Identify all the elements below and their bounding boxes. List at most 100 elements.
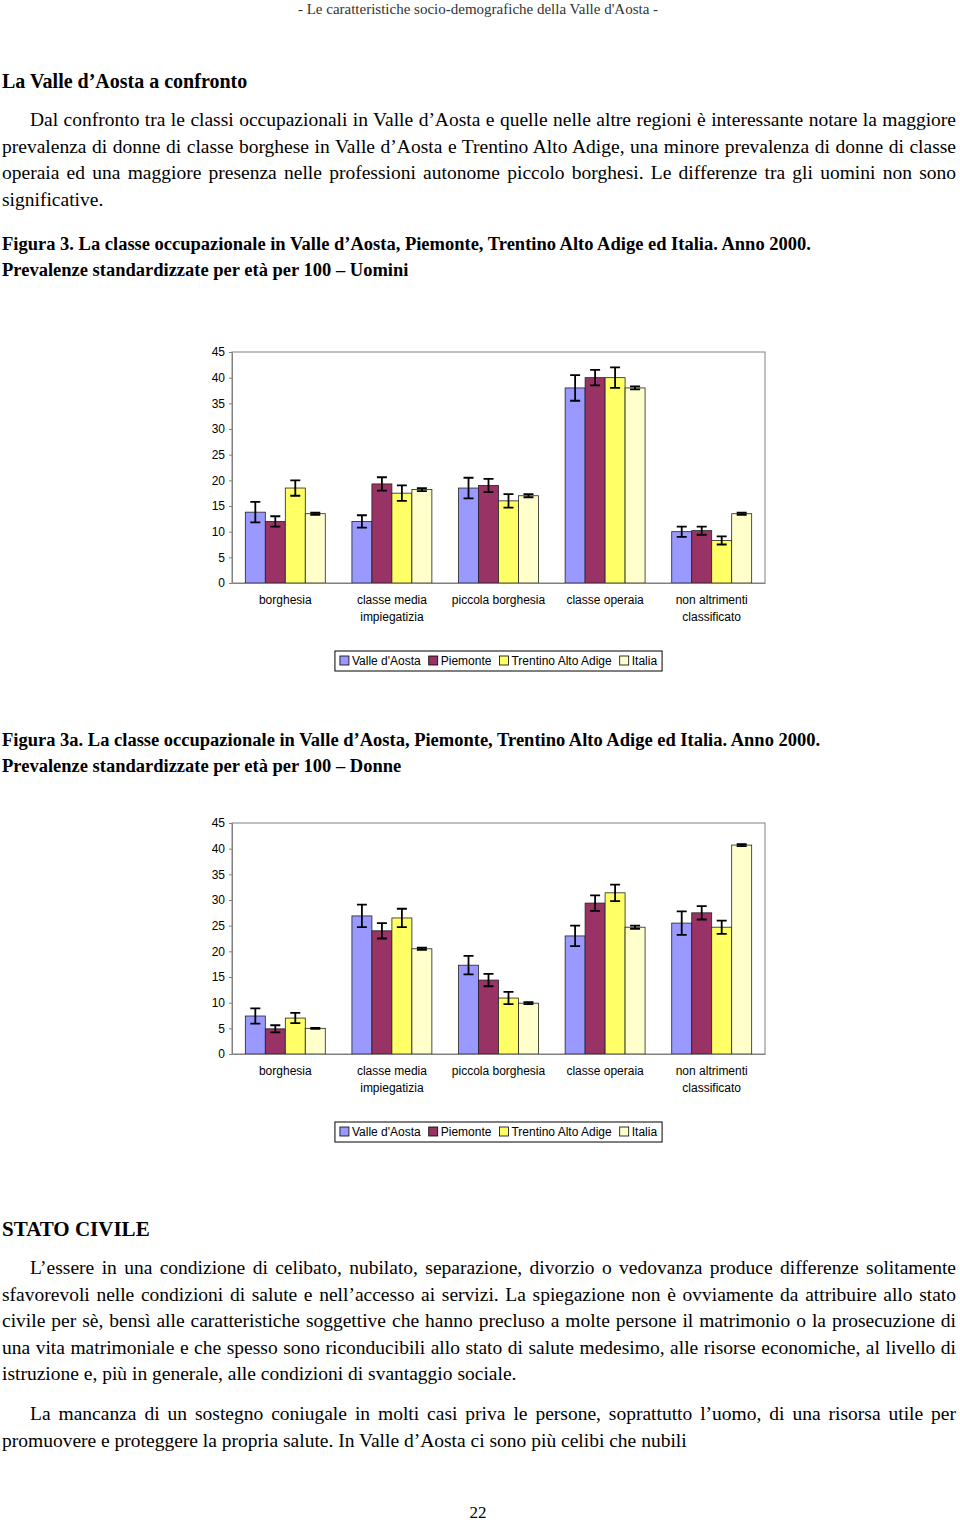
bar [732,514,752,583]
error-bar [717,921,727,934]
bar [732,845,752,1054]
error-bar [310,1028,320,1029]
x-tick: non altrimenticlassificato [676,583,748,624]
x-tick: piccola borghesia [452,583,546,607]
bar [585,903,605,1054]
y-tick: 20 [212,945,232,959]
x-tick-label: classe mediaimpiegatizia [357,593,427,624]
y-tick: 25 [212,448,232,462]
paragraph: La mancanza di un sostegno coniugale in … [2,1401,956,1454]
error-bar [270,1025,280,1032]
bar [305,514,325,583]
y-tick: 35 [212,868,232,882]
y-tick-mark [229,900,232,901]
x-tick-label-line: classe operaia [566,1064,644,1078]
bar [672,532,692,583]
y-tick-label: 15 [212,970,226,984]
y-tick-label: 30 [212,893,226,907]
x-tick-label: classe mediaimpiegatizia [357,1064,427,1095]
legend-item: Valle d'Aosta [340,1125,421,1139]
y-tick-label: 10 [212,525,226,539]
error-bar [484,479,494,492]
y-tick-label: 45 [212,345,226,359]
bar [459,488,479,583]
y-tick: 25 [212,919,232,933]
y-tick: 10 [212,525,232,539]
x-tick-label-line: classificato [682,1081,741,1095]
x-tick-label: piccola borghesia [452,1064,546,1078]
bar [692,531,712,583]
error-bar [677,527,687,537]
y-tick: 0 [218,576,232,590]
error-bar [630,386,640,389]
bar [672,923,692,1054]
x-tick-label-line: borghesia [259,1064,312,1078]
x-tick-label-line: borghesia [259,593,312,607]
legend-swatch [499,656,508,665]
error-bar [590,895,600,910]
y-tick-label: 10 [212,996,226,1010]
error-bar [523,494,533,497]
error-bar [484,974,494,986]
x-tick: classe mediaimpiegatizia [357,583,427,624]
y-tick-mark [229,583,232,584]
x-tick: piccola borghesia [452,1054,546,1078]
y-tick-mark [229,926,232,927]
error-bar [357,905,367,928]
y-tick-label: 15 [212,499,226,513]
x-tick-label-line: impiegatizia [360,1081,424,1095]
bar [352,916,372,1054]
legend-label: Trentino Alto Adige [511,1125,612,1139]
bar [565,936,585,1054]
error-bar [397,909,407,927]
y-tick: 45 [212,345,232,359]
x-axis: borghesia classe mediaimpiegatizia piccola… [233,1054,766,1095]
figure-caption: Figura 3. La classe occupazionale in Val… [2,234,958,255]
error-bar [697,906,707,919]
chart: 051015202530354045borghesiaclasse mediai… [212,345,766,671]
y-tick: 30 [212,422,232,436]
legend-item: Trentino Alto Adige [499,654,612,668]
x-tick-label-line: piccola borghesia [452,593,546,607]
legend-swatch [429,1127,438,1136]
bars [245,367,751,583]
error-bar [610,885,620,901]
x-tick-label: non altrimenticlassificato [676,593,748,624]
bar [625,388,645,583]
error-bar [417,948,427,950]
plot-frame [232,823,765,1054]
error-bar [630,926,640,929]
y-tick-label: 5 [218,1022,225,1036]
x-tick-label-line: piccola borghesia [452,1064,546,1078]
legend-label: Italia [632,654,658,668]
error-bar [570,375,580,401]
y-tick: 5 [218,551,232,565]
bar [499,501,519,583]
bar [459,965,479,1054]
error-bar [377,477,387,490]
bar [605,893,625,1054]
y-tick: 5 [218,1022,232,1036]
x-tick-label: classe operaia [566,593,644,607]
y-axis: 051015202530354045 [212,345,233,590]
bar [412,949,432,1054]
x-tick: borghesia [259,583,312,607]
legend-item: Piemonte [429,1125,492,1139]
error-bar [250,502,260,523]
y-tick: 15 [212,499,232,513]
error-bar [377,923,387,938]
legend-item: Trentino Alto Adige [499,1125,612,1139]
bar [585,378,605,583]
y-tick-mark [229,1003,232,1004]
page-number: 22 [0,1503,956,1523]
x-tick: borghesia [259,1054,312,1078]
y-tick-label: 35 [212,397,226,411]
x-tick-label: classe operaia [566,1064,644,1078]
y-tick-label: 20 [212,945,226,959]
y-axis-line [232,353,233,584]
y-tick-mark [229,378,232,379]
bar [265,521,285,583]
bar [712,927,732,1054]
y-tick: 30 [212,893,232,907]
figure-caption: Figura 3a. La classe occupazionale in Va… [2,730,958,751]
